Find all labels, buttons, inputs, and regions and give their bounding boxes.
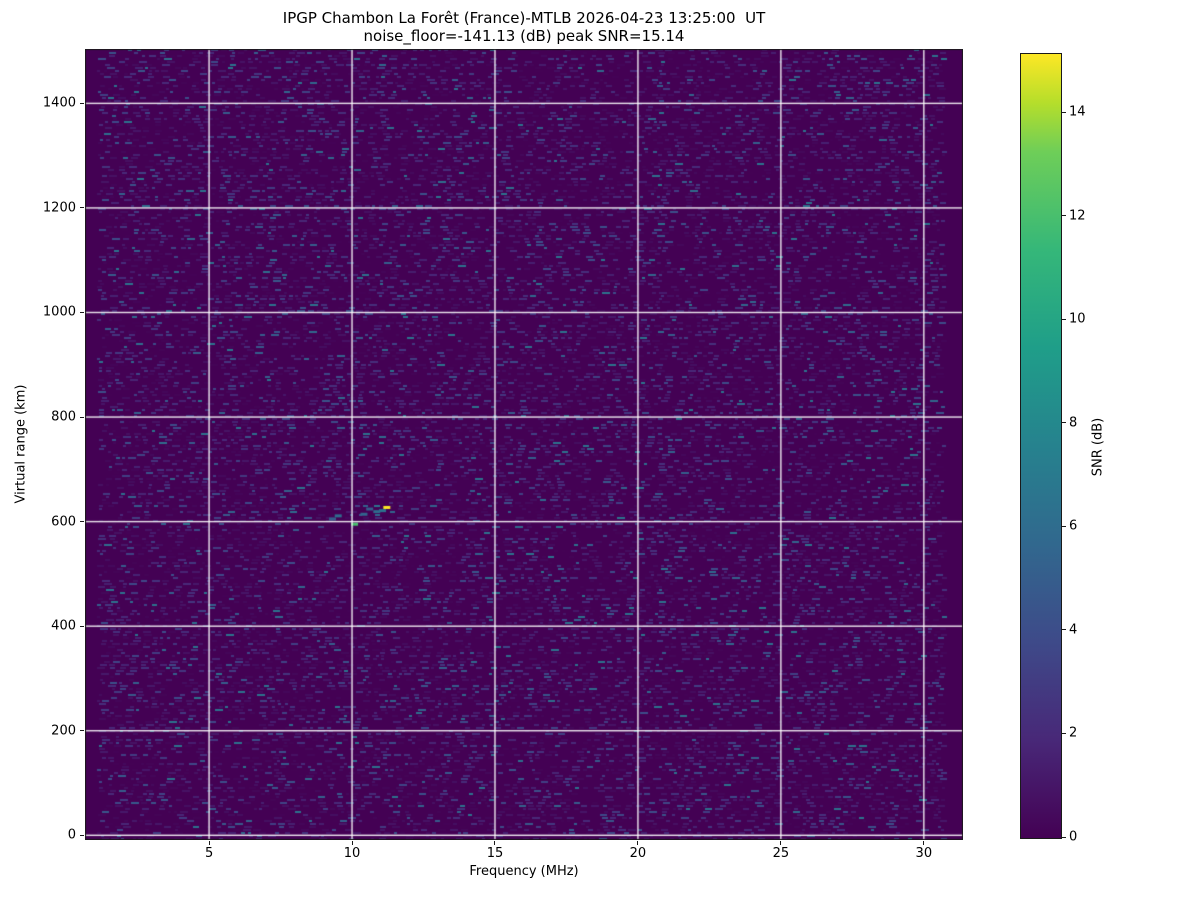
y-tick-label: 600 (51, 514, 76, 530)
x-tick-mark (351, 841, 353, 845)
y-tick-label: 400 (51, 618, 76, 634)
y-tick-mark (80, 834, 84, 836)
colorbar-tick-label: 0 (1069, 829, 1078, 845)
colorbar-tick-mark (1062, 525, 1066, 527)
colorbar-tick-label: 14 (1069, 104, 1086, 120)
x-tick-mark (494, 841, 496, 845)
x-tick-mark (923, 841, 925, 845)
x-tick-mark (208, 841, 210, 845)
x-tick-label: 10 (343, 846, 361, 861)
colorbar-tick-mark (1062, 422, 1066, 424)
colorbar-tick-label: 10 (1069, 311, 1086, 327)
x-tick-mark (637, 841, 639, 845)
colorbar-tick-label: 6 (1069, 518, 1078, 534)
colorbar-gradient (1020, 53, 1062, 839)
x-tick-label: 15 (486, 846, 504, 861)
y-tick-label: 200 (51, 723, 76, 739)
y-tick-mark (80, 521, 84, 523)
y-tick-mark (80, 311, 84, 313)
colorbar-tick-mark (1062, 318, 1066, 320)
plot-area (85, 49, 963, 840)
y-tick-label: 800 (51, 409, 76, 425)
x-tick-label: 30 (915, 846, 933, 861)
y-tick-mark (80, 416, 84, 418)
colorbar-tick-mark (1062, 111, 1066, 113)
colorbar-tick-mark (1062, 836, 1066, 838)
plot-title-line1: IPGP Chambon La Forêt (France)-MTLB 2026… (282, 9, 766, 27)
y-tick-label: 0 (67, 827, 76, 843)
plot-title: IPGP Chambon La Forêt (France)-MTLB 2026… (85, 9, 963, 45)
y-tick-mark (80, 625, 84, 627)
plot-title-line2: noise_floor=-141.13 (dB) peak SNR=15.14 (363, 27, 685, 45)
y-tick-mark (80, 102, 84, 104)
y-tick-mark (80, 730, 84, 732)
colorbar-tick-label: 8 (1069, 415, 1078, 431)
colorbar-tick-label: 2 (1069, 725, 1078, 741)
colorbar-tick-mark (1062, 215, 1066, 217)
y-tick-label: 1000 (42, 304, 76, 320)
y-tick-mark (80, 207, 84, 209)
x-tick-label: 25 (772, 846, 790, 861)
colorbar-tick-label: 12 (1069, 208, 1086, 224)
colorbar-label: SNR (dB) (1090, 417, 1106, 477)
heatmap-canvas (85, 49, 963, 840)
y-tick-label: 1400 (42, 95, 76, 111)
y-axis-label: Virtual range (km) (13, 384, 29, 504)
colorbar-tick-mark (1062, 629, 1066, 631)
y-tick-label: 1200 (42, 200, 76, 216)
colorbar-tick-label: 4 (1069, 622, 1078, 638)
x-tick-label: 5 (204, 846, 214, 861)
colorbar-tick-mark (1062, 732, 1066, 734)
x-axis-label: Frequency (MHz) (469, 864, 579, 879)
x-tick-label: 20 (629, 846, 647, 861)
x-tick-mark (780, 841, 782, 845)
